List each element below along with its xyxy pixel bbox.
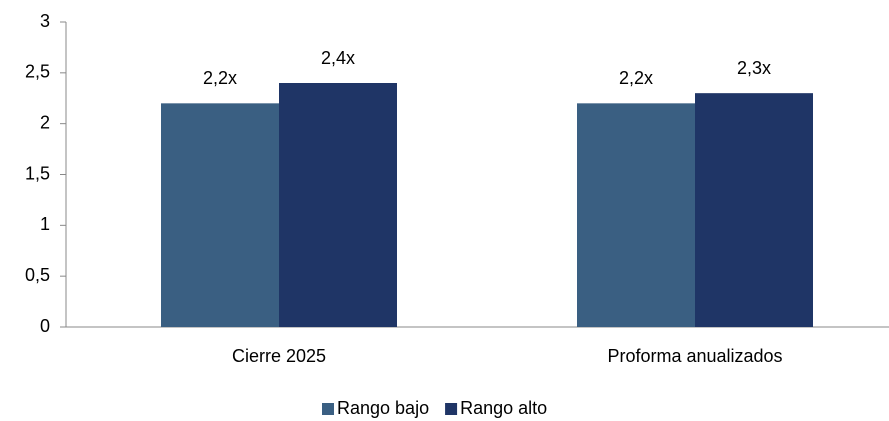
legend-swatch: [322, 403, 334, 415]
x-tick-label: Proforma anualizados: [607, 346, 782, 366]
y-tick-label: 1,5: [25, 163, 50, 183]
y-tick-label: 0: [40, 316, 50, 336]
value-label: 2,4x: [321, 48, 355, 68]
bar: [577, 103, 695, 327]
x-tick-label: Cierre 2025: [232, 346, 326, 366]
legend-swatch: [445, 403, 458, 415]
y-tick-label: 2: [40, 112, 50, 132]
bar: [695, 93, 813, 328]
value-label: 2,3x: [737, 58, 771, 78]
y-tick-label: 3: [40, 11, 50, 31]
bar: [279, 83, 397, 327]
bar: [161, 103, 279, 327]
y-tick-label: 2,5: [25, 62, 50, 82]
legend-label: Rango bajo: [337, 398, 429, 418]
y-tick-label: 1: [40, 214, 50, 234]
value-label: 2,2x: [619, 68, 653, 88]
value-label: 2,2x: [203, 68, 237, 88]
y-tick-label: 0,5: [25, 265, 50, 285]
legend-label: Rango alto: [460, 398, 547, 418]
